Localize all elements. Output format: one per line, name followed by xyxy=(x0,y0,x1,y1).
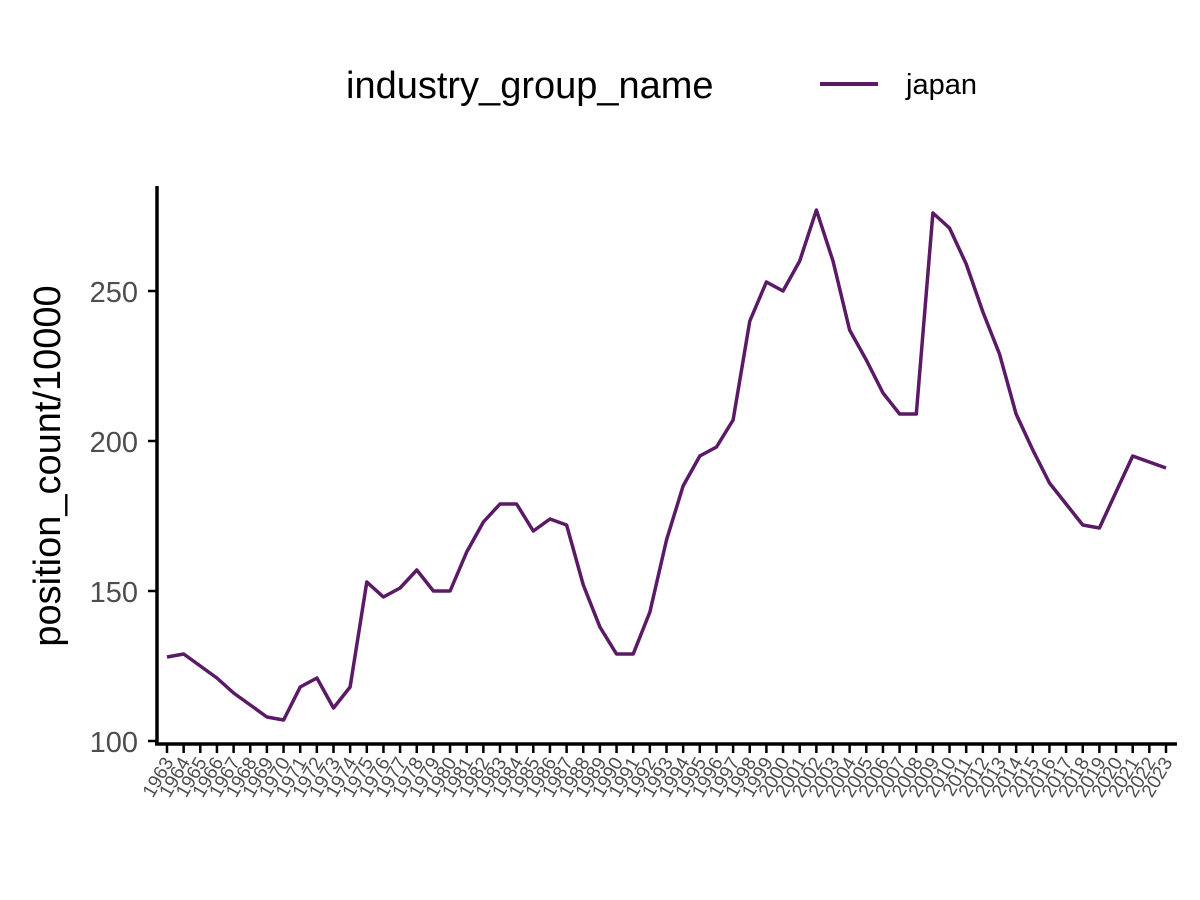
y-tick-label: 250 xyxy=(90,277,138,309)
y-tick-label: 100 xyxy=(90,727,138,759)
series-line-japan xyxy=(166,208,1167,722)
legend-label-japan: japan xyxy=(905,69,977,101)
y-axis: 100 150 200 250 xyxy=(90,186,159,759)
y-tick-label: 200 xyxy=(90,427,138,459)
y-tick-label: 150 xyxy=(90,577,138,609)
y-axis-title: position_count/10000 xyxy=(27,285,69,646)
legend-title: industry_group_name xyxy=(346,65,714,107)
plot-area xyxy=(166,208,1167,722)
x-axis: 1963196419651966196719681969197019711972… xyxy=(139,742,1177,801)
legend: industry_group_name japan xyxy=(346,65,977,107)
